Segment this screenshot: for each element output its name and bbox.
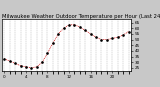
Text: Milwaukee Weather Outdoor Temperature per Hour (Last 24 Hours): Milwaukee Weather Outdoor Temperature pe… — [2, 14, 160, 19]
